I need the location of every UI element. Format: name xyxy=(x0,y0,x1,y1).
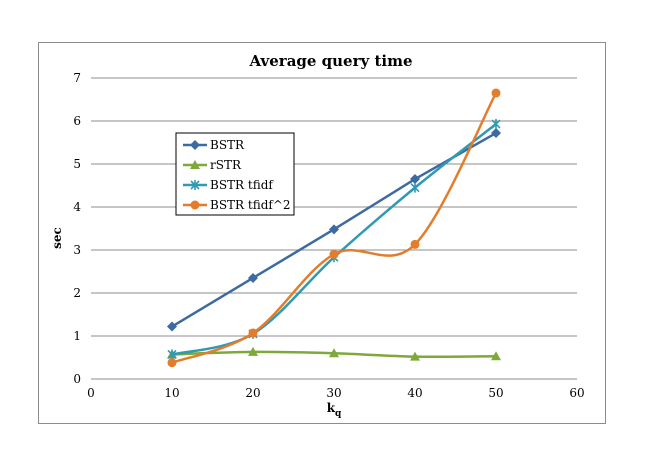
data-point xyxy=(329,348,339,358)
data-point xyxy=(167,358,177,368)
x-tick-label: 40 xyxy=(407,386,422,400)
series-group xyxy=(167,88,501,368)
x-axis-label-main: k xyxy=(327,401,336,415)
data-point xyxy=(248,272,258,283)
series-line xyxy=(171,92,498,364)
x-tick-label: 60 xyxy=(569,386,584,400)
series-lines xyxy=(167,88,501,368)
legend-label: BSTR tfidf^2 xyxy=(210,198,291,212)
legend-label: BSTR tfidf xyxy=(210,178,274,192)
x-axis-label-subscript: q xyxy=(335,409,342,419)
data-point xyxy=(329,224,339,235)
legend-marker xyxy=(190,140,200,150)
legend-label: rSTR xyxy=(210,158,242,172)
legend: BSTR rSTR BSTR tfidf BSTR tfidf^2 xyxy=(175,132,295,216)
data-point xyxy=(491,351,501,361)
data-point xyxy=(410,174,420,185)
data-point xyxy=(167,349,177,360)
data-point xyxy=(491,128,501,139)
data-point xyxy=(410,239,420,249)
data-point xyxy=(329,249,339,259)
chart-title: Average query time xyxy=(249,52,413,70)
y-axis-label: sec xyxy=(50,227,64,249)
data-point xyxy=(248,328,258,338)
x-mark-stroke xyxy=(410,182,420,193)
tick-labels: 0 1 2 3 4 5 6 7 0 10 20 30 40 50 60 xyxy=(73,71,584,400)
data-point xyxy=(410,351,420,361)
y-tick-label: 3 xyxy=(73,243,81,257)
x-tick-label: 20 xyxy=(245,386,260,400)
x-mark-stroke xyxy=(167,349,177,360)
data-point xyxy=(410,182,420,193)
legend-marker xyxy=(190,200,200,210)
y-tick-label: 0 xyxy=(73,372,81,386)
y-tick-label: 2 xyxy=(73,286,81,300)
y-tick-label: 6 xyxy=(73,114,81,128)
x-tick-label: 50 xyxy=(488,386,503,400)
legend-label: BSTR xyxy=(210,138,245,152)
data-point xyxy=(248,346,258,356)
x-axis-label: kq xyxy=(327,401,342,419)
y-tick-label: 5 xyxy=(73,157,81,171)
x-tick-label: 10 xyxy=(164,386,179,400)
x-tick-label: 0 xyxy=(87,386,95,400)
x-tick-label: 30 xyxy=(326,386,341,400)
line-chart: Average query time 0 1 2 3 4 5 6 7 0 10 20 30 40 50 60… xyxy=(50,52,585,419)
chart-frame: Average query time 0 1 2 3 4 5 6 7 0 10 20 30 40 50 60… xyxy=(38,42,606,424)
data-point xyxy=(491,88,501,98)
y-tick-label: 7 xyxy=(73,71,81,85)
gridlines xyxy=(91,77,577,337)
legend-marker xyxy=(190,180,200,190)
y-tick-label: 4 xyxy=(73,200,81,214)
data-point xyxy=(491,119,501,130)
series-group xyxy=(167,128,501,332)
legend-marker xyxy=(190,160,200,169)
data-point xyxy=(167,321,177,332)
y-tick-label: 1 xyxy=(73,329,81,343)
x-mark-stroke xyxy=(190,180,200,190)
x-mark-stroke xyxy=(491,119,501,130)
